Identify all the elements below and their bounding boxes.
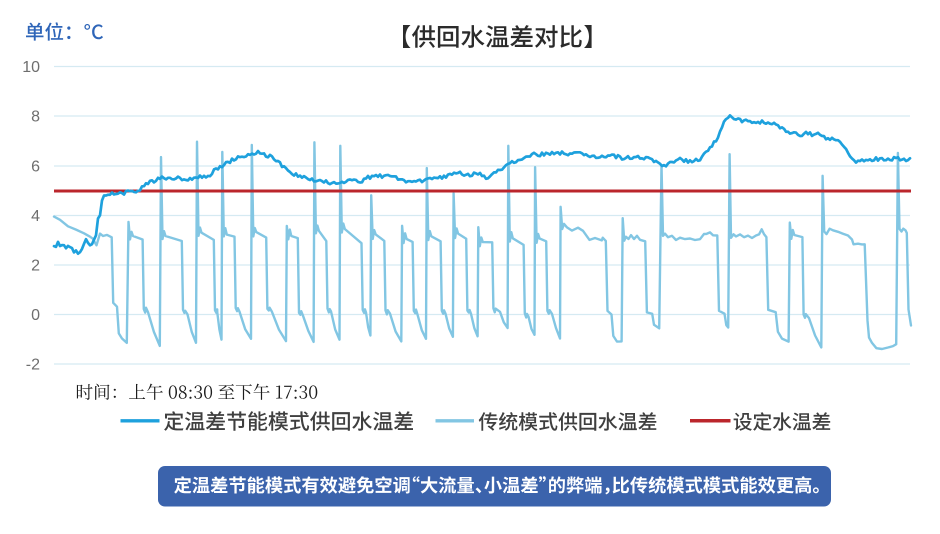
svg-text:-2: -2	[26, 357, 40, 374]
svg-text:6: 6	[31, 159, 40, 176]
svg-text:10: 10	[22, 59, 40, 76]
svg-text:0: 0	[31, 307, 40, 324]
svg-text:4: 4	[31, 208, 40, 225]
svg-text:8: 8	[31, 109, 40, 126]
svg-text:2: 2	[31, 258, 40, 275]
